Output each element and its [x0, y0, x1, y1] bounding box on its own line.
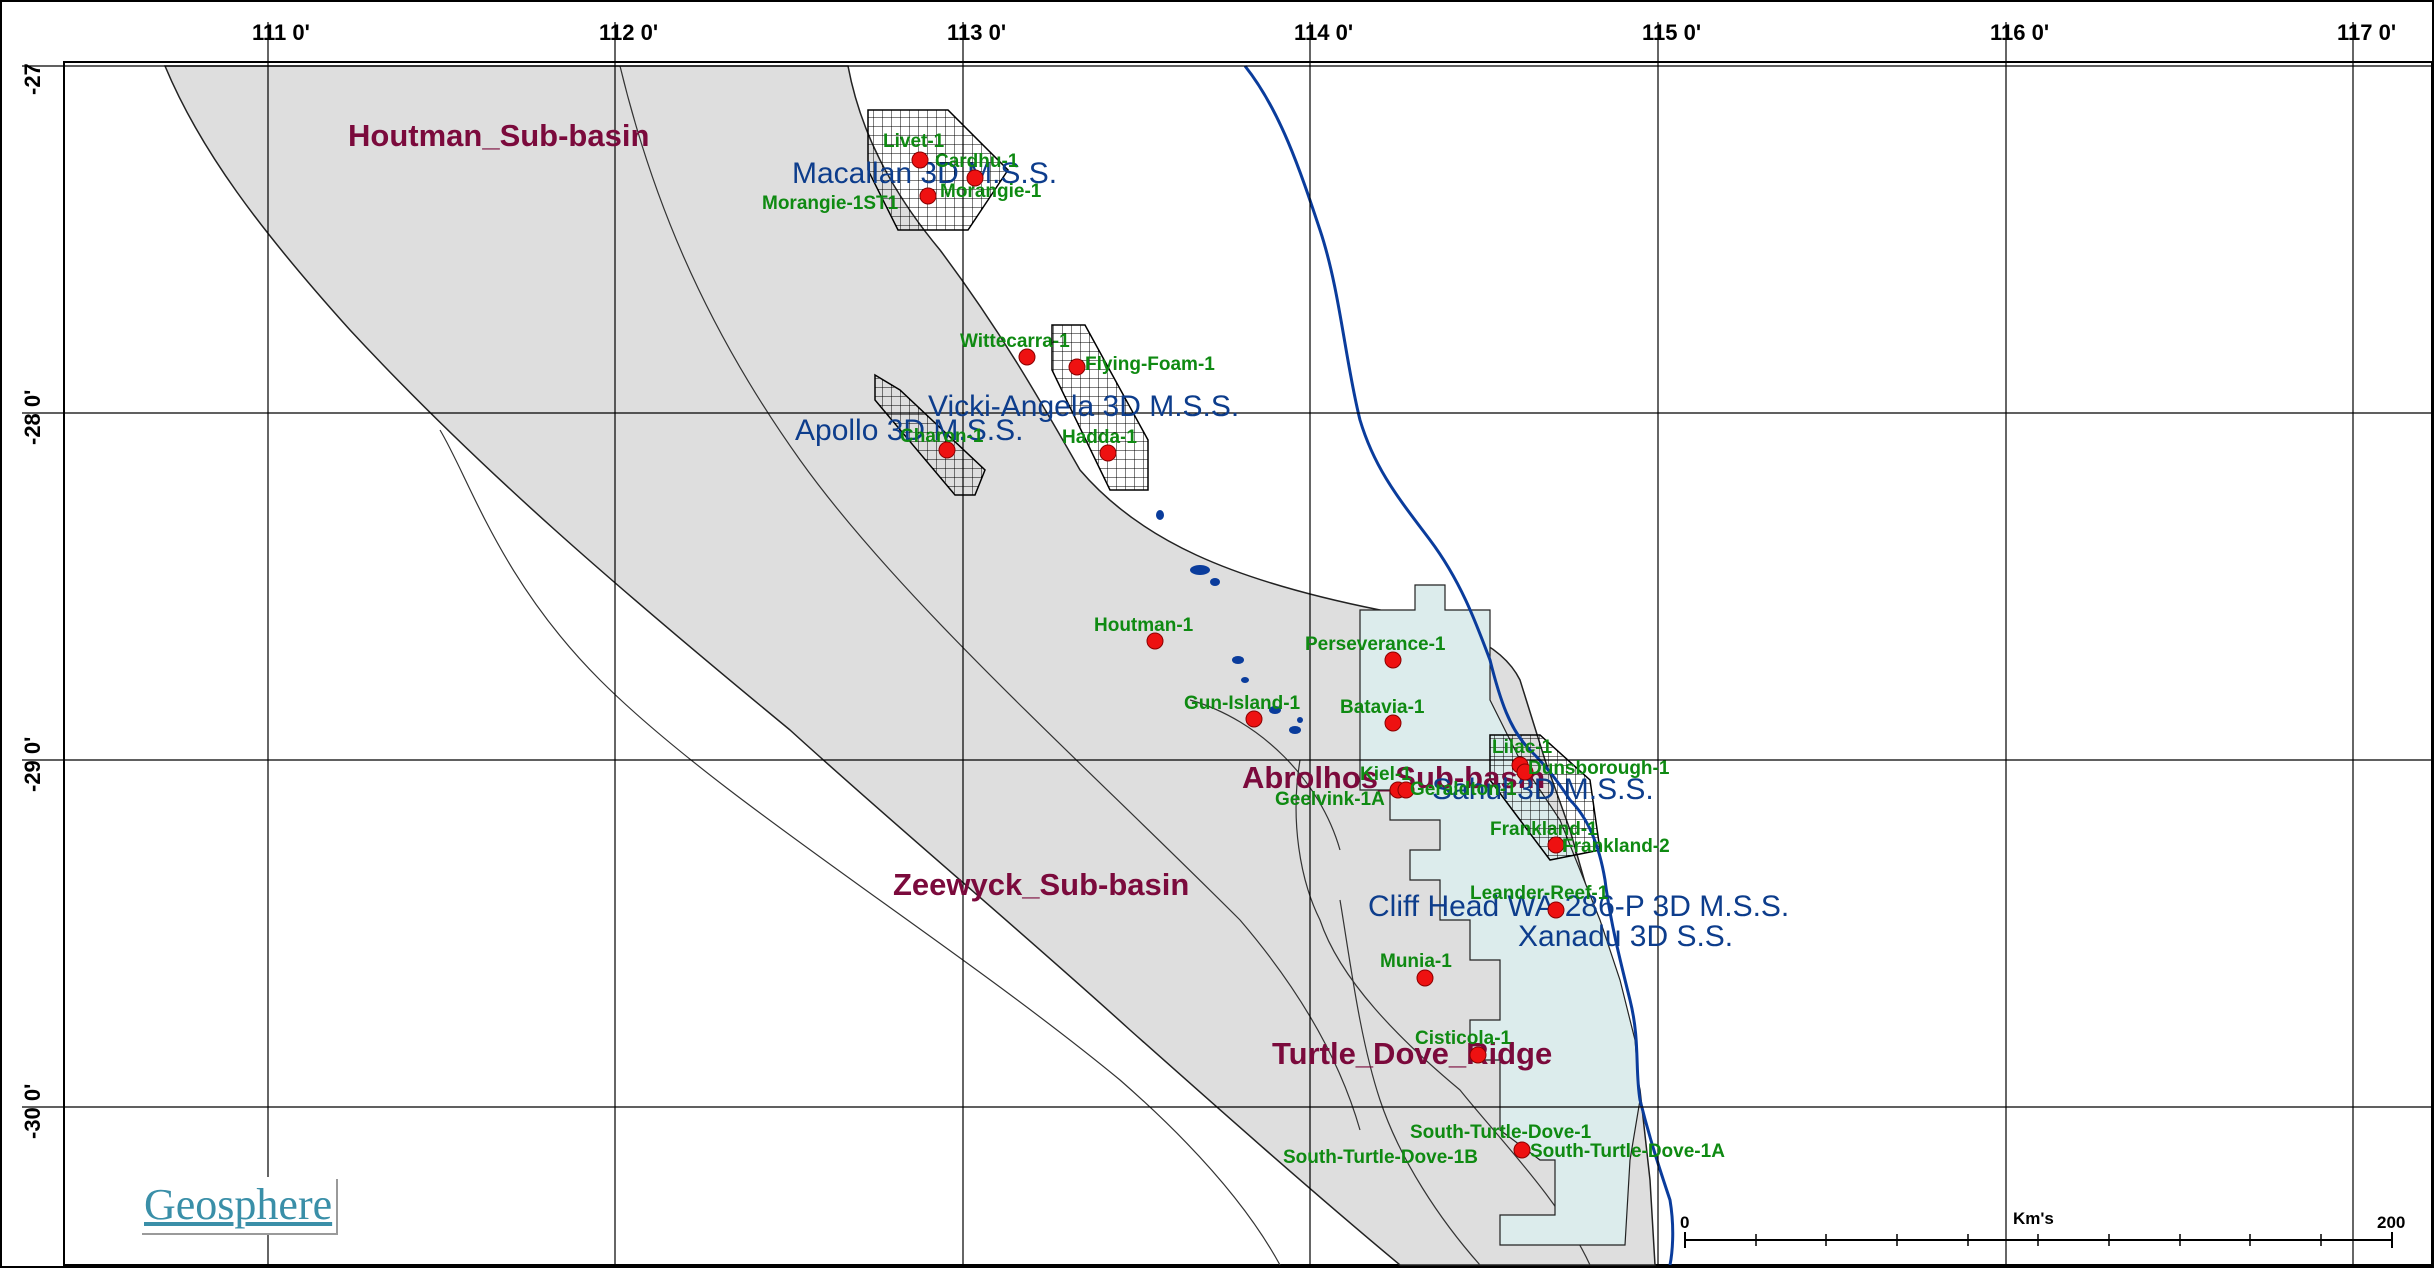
- well-marker: [1469, 1046, 1487, 1064]
- basin-outline: [163, 65, 1656, 1266]
- apollo-survey-area: [874, 373, 986, 496]
- well-label-kiel-1: Kiel-1: [1360, 764, 1412, 785]
- well-label-frankland-1: Frankland-1: [1490, 819, 1598, 840]
- well-label-leander-reef-1: Leander-Reef-1: [1470, 883, 1609, 904]
- basin-label-turtle-dove: Turtle_Dove_Ridge: [1272, 1036, 1552, 1071]
- survey-label-cliff-head: Cliff Head WA-286-P 3D M.S.S.: [1368, 890, 1789, 923]
- structure-line-3: [1295, 759, 1591, 1266]
- well-marker: [1384, 651, 1402, 669]
- well-label-batavia-1: Batavia-1: [1340, 697, 1425, 718]
- well-label-morangie-1st1: Morangie-1ST1: [762, 193, 899, 214]
- well-label-gun-island-1: Gun-Island-1: [1184, 693, 1301, 714]
- well-label-frankland-2: Frankland-2: [1562, 836, 1670, 857]
- lon-tick-113: 113 0': [947, 20, 1006, 45]
- well-marker: [1547, 901, 1565, 919]
- lon-tick-112: 112 0': [599, 20, 658, 45]
- basin-label-houtman: Houtman_Sub-basin: [348, 118, 649, 153]
- well-label-cardhu-1: Cardhu-1: [935, 151, 1019, 172]
- well-marker: [1146, 632, 1164, 650]
- graticule: [22, 22, 2432, 1265]
- abrolhos-islands: [1156, 510, 1303, 734]
- well-marker: [919, 187, 937, 205]
- survey-label-sahul: Sahul 3D M.S.S.: [1432, 773, 1654, 806]
- well-label-cisticola-1: Cisticola-1: [1415, 1028, 1512, 1049]
- well-label-geraldton-1: Geraldton-1: [1410, 779, 1517, 800]
- well-label-morangie-1: Morangie-1: [940, 181, 1042, 202]
- well-label-wittecarra-1: Wittecarra-1: [960, 331, 1070, 352]
- well-marker: [1099, 444, 1117, 462]
- coastline: [1243, 65, 1675, 1266]
- well-marker: [1384, 714, 1402, 732]
- well-label-south-turtle-dove-1b: South-Turtle-Dove-1B: [1283, 1147, 1478, 1168]
- tenement-area: [1359, 584, 1641, 1246]
- well-label-geelvink-1a: Geelvink-1A: [1275, 789, 1385, 810]
- well-label-hadda-1: Hadda-1: [1062, 427, 1137, 448]
- structure-line-5: [1189, 699, 1341, 851]
- well-marker: [911, 151, 929, 169]
- scale-bar-start-label: 0: [1680, 1213, 1689, 1232]
- lat-tick-27: -27: [20, 63, 45, 95]
- well-marker: [938, 441, 956, 459]
- well-label-livet-1: Livet-1: [883, 131, 945, 152]
- well-marker: [1516, 763, 1534, 781]
- well-label-houtman-1: Houtman-1: [1094, 615, 1194, 636]
- well-label-south-turtle-dove-1: South-Turtle-Dove-1: [1410, 1122, 1592, 1143]
- geosphere-logo: Geosphere: [140, 1177, 337, 1233]
- well-label-south-turtle-dove-1a: South-Turtle-Dove-1A: [1530, 1141, 1725, 1162]
- structure-line-1: [619, 65, 1361, 1131]
- well-label-munia-1: Munia-1: [1380, 951, 1452, 972]
- well-label-dunsborough-1: Dunsborough-1: [1528, 758, 1670, 779]
- lat-tick-29: -29 0': [20, 737, 45, 792]
- well-markers: [911, 151, 1565, 1159]
- well-label-perseverance-1: Perseverance-1: [1305, 634, 1446, 655]
- lon-tick-111: 111 0': [252, 20, 310, 45]
- well-marker: [1245, 710, 1263, 728]
- well-marker: [1018, 348, 1036, 366]
- lon-tick-117: 117 0': [2337, 20, 2396, 45]
- well-label-flying-foam-1: Flying-Foam-1: [1085, 354, 1215, 375]
- lon-tick-114: 114 0': [1294, 20, 1353, 45]
- structure-line-4: [1339, 899, 1481, 1266]
- macallan-survey-area: [867, 109, 1009, 231]
- lat-tick-30: -30 0': [20, 1084, 45, 1139]
- lat-tick-28: -28 0': [20, 390, 45, 445]
- well-marker: [1513, 1141, 1531, 1159]
- lon-tick-115: 115 0': [1642, 20, 1701, 45]
- well-marker: [1068, 358, 1086, 376]
- structure-line-2: [439, 429, 1281, 1266]
- well-marker: [1416, 969, 1434, 987]
- basin-label-zeewyck: Zeewyck_Sub-basin: [893, 867, 1189, 902]
- scale-bar-end-label: 200: [2377, 1213, 2405, 1232]
- well-label-charon-1: Charon-1: [900, 426, 984, 447]
- scale-bar: [1684, 1232, 2393, 1248]
- survey-label-xanadu: Xanadu 3D S.S.: [1518, 920, 1733, 953]
- survey-label-apollo: Apollo 3D M.S.S.: [795, 414, 1023, 447]
- well-label-lilac-1: Lilac-1: [1492, 737, 1553, 758]
- well-marker: [1397, 781, 1415, 799]
- survey-label-vicki-angela: Vicki-Angela 3D M.S.S.: [928, 390, 1239, 423]
- well-marker: [1547, 836, 1565, 854]
- scale-bar-unit-label: Km's: [2013, 1209, 2054, 1228]
- well-marker: [966, 169, 984, 187]
- lon-tick-116: 116 0': [1990, 20, 2049, 45]
